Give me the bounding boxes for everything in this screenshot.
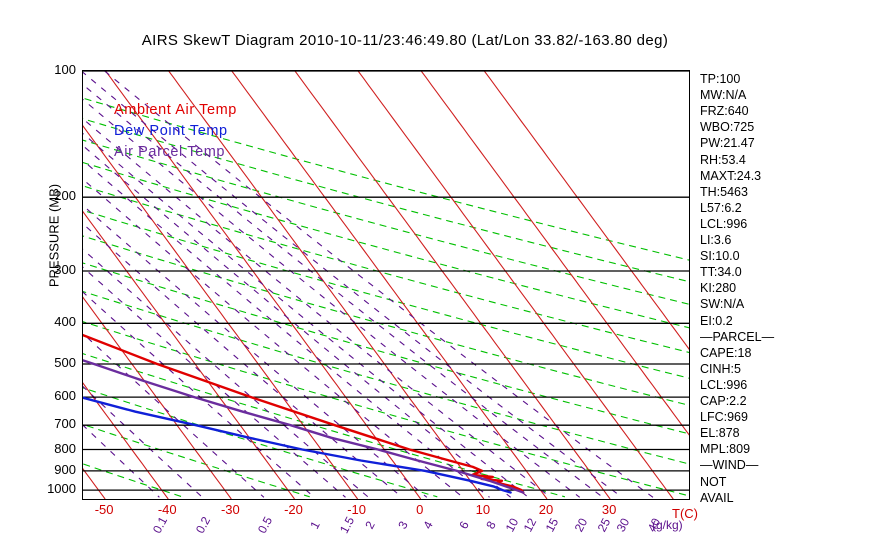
pressure-tick-800: 800	[54, 440, 76, 456]
stat-el878: EL:878	[700, 426, 740, 441]
stat-parcel: —PARCEL—	[700, 329, 775, 344]
pressure-tick-200: 200	[54, 188, 76, 204]
pressure-tick-900: 900	[54, 461, 76, 477]
pressure-tick-700: 700	[54, 416, 76, 432]
mixing-ratio-axis-title: (g/kg)	[652, 518, 683, 532]
legend-air-parcel-temp: Air Parcel Temp	[114, 144, 226, 160]
stat-mwna: MW:N/A	[700, 88, 747, 103]
stat-si10.0: SI:10.0	[700, 249, 740, 264]
stat-l576.2: L57:6.2	[700, 200, 742, 215]
skewt-plot-area	[82, 70, 690, 500]
stat-rh53.4: RH:53.4	[700, 152, 746, 167]
bottom-temp-tick-0: 0	[416, 502, 424, 517]
stat-th5463: TH:5463	[700, 184, 748, 199]
bottom-temp-tick--40: -40	[157, 502, 177, 517]
pressure-tick-300: 300	[54, 261, 76, 277]
stat-li3.6: LI:3.6	[700, 233, 732, 247]
legend-dew-point-temp: Dew Point Temp	[114, 123, 228, 139]
stat-ei0.2: EI:0.2	[700, 313, 733, 328]
stat-cap2.2: CAP:2.2	[700, 394, 747, 408]
bottom-temp-tick--20: -20	[284, 502, 303, 517]
stat-tt34.0: TT:34.0	[700, 265, 742, 280]
legend-ambient-air-temp: Ambient Air Temp	[114, 102, 237, 118]
stat-cape18: CAPE:18	[700, 345, 752, 360]
pressure-tick-100: 100	[54, 62, 76, 77]
stat-frz640: FRZ:640	[700, 104, 749, 119]
bottom-temp-tick--30: -30	[220, 502, 240, 517]
stat-avail: AVAIL	[700, 490, 734, 505]
stat-tp100: TP:100	[700, 72, 741, 86]
stat-pw21.47: PW:21.47	[700, 136, 755, 151]
pressure-tick-1000: 1000	[47, 481, 76, 497]
skewt-grid	[83, 71, 689, 499]
stat-lcl996: LCL:996	[700, 216, 748, 231]
temperature-axis-title: T(C)	[672, 506, 698, 521]
stat-swna: SW:N/A	[700, 297, 745, 312]
stat-lfc969: LFC:969	[700, 410, 748, 425]
stat-ki280: KI:280	[700, 281, 737, 296]
bottom-temp-tick-10: 10	[475, 502, 491, 517]
stat-cinh5: CINH:5	[700, 361, 741, 376]
pressure-tick-400: 400	[54, 314, 76, 330]
page-title: AIRS SkewT Diagram 2010-10-11/23:46:49.8…	[141, 32, 669, 49]
bottom-temp-tick-20: 20	[538, 502, 554, 517]
stat-wbo725: WBO:725	[700, 120, 755, 135]
bottom-temp-tick--10: -10	[347, 502, 366, 517]
stat-mpl809: MPL:809	[700, 442, 751, 457]
stat-not: NOT	[700, 474, 727, 489]
stat-maxt24.3: MAXT:24.3	[700, 168, 762, 183]
pressure-tick-500: 500	[54, 354, 76, 370]
bottom-temp-tick-30: 30	[601, 502, 617, 517]
stat-wind: —WIND—	[700, 458, 759, 473]
pressure-tick-600: 600	[54, 388, 76, 404]
bottom-temp-tick--50: -50	[94, 502, 114, 517]
stat-lcl996: LCL:996	[700, 377, 748, 392]
